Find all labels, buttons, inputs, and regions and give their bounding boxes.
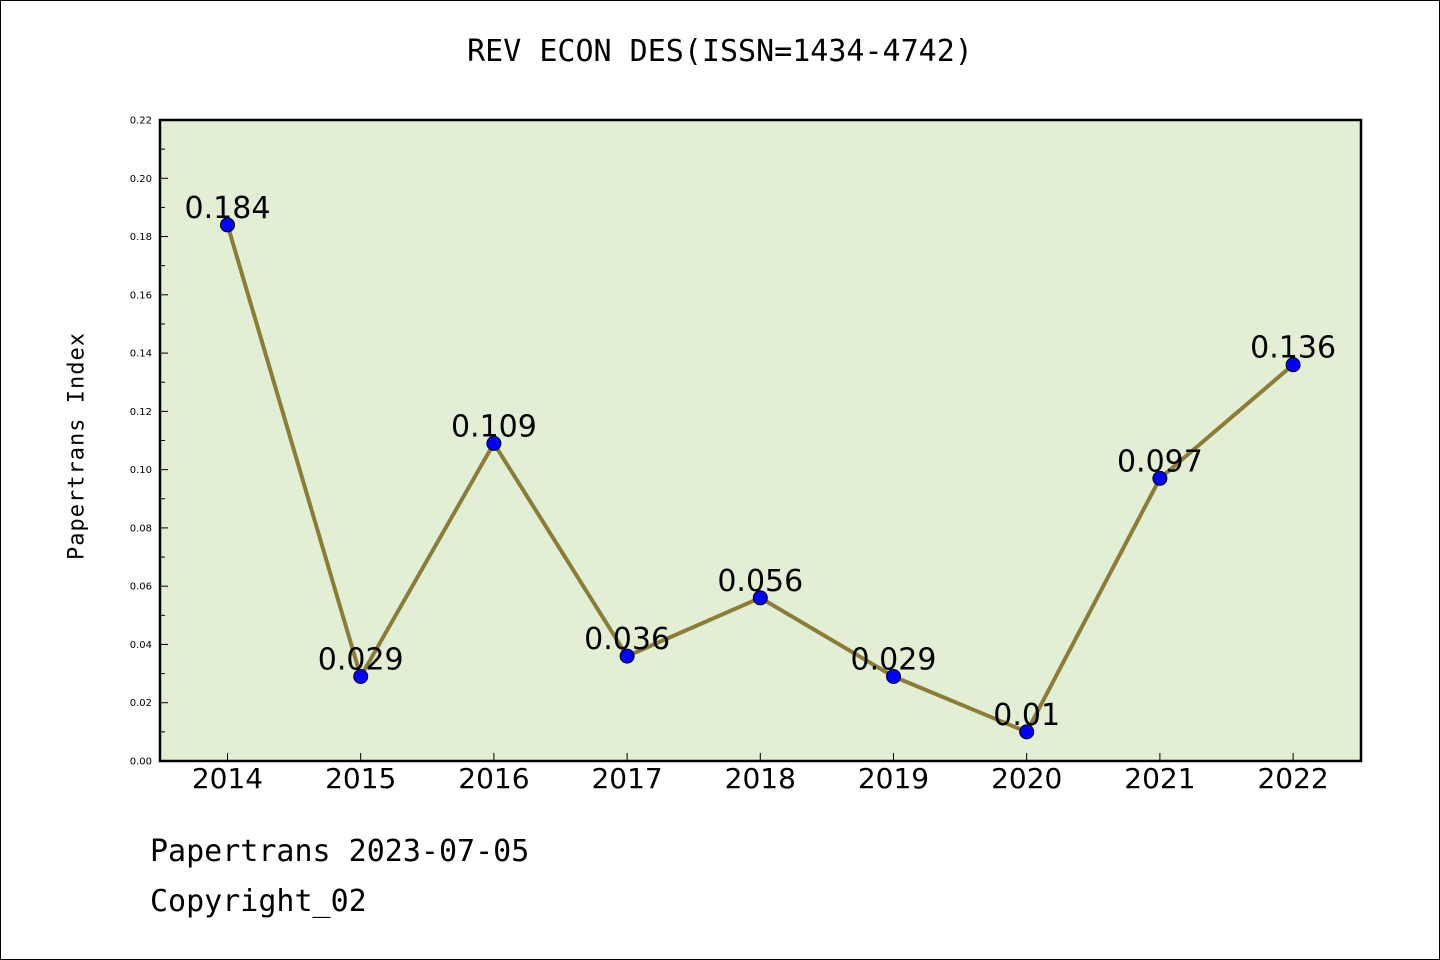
x-tick-label: 2019 — [858, 762, 929, 795]
data-point — [619, 648, 635, 664]
x-tick-label: 2016 — [458, 762, 529, 795]
data-point — [886, 669, 901, 685]
data-label: 0.036 — [584, 622, 670, 657]
x-tick-label: 2018 — [725, 762, 796, 795]
data-label: 0.109 — [451, 409, 537, 444]
data-label: 0.056 — [717, 564, 803, 599]
x-tick-label: 2015 — [325, 762, 396, 795]
footer-date: Papertrans 2023-07-05 — [150, 834, 530, 869]
x-tick-label: 2020 — [991, 762, 1062, 795]
data-label: 0.184 — [185, 191, 271, 226]
x-tick-label: 2021 — [1124, 762, 1195, 795]
y-tick-label: 0.12 — [130, 407, 152, 418]
series-markers — [220, 217, 1301, 740]
chart-title: REV ECON DES(ISSN=1434-4742) — [467, 34, 973, 69]
x-axis-ticks: 2014 2015 2016 2017 2018 2019 2020 2021 2022 — [192, 753, 1329, 795]
y-tick-label: 0.16 — [130, 290, 152, 301]
x-tick-label: 2014 — [192, 762, 263, 795]
y-tick-label: 0.20 — [130, 174, 152, 185]
data-point — [486, 435, 502, 451]
data-label: 0.01 — [993, 698, 1060, 733]
footer-copyright: Copyright_02 — [150, 884, 367, 919]
y-tick-label: 0.18 — [130, 232, 152, 243]
y-tick-label: 0.02 — [130, 698, 152, 709]
data-point — [353, 669, 369, 685]
y-tick-label: 0.04 — [130, 640, 152, 651]
y-tick-label: 0.06 — [130, 582, 152, 593]
data-point — [1152, 470, 1168, 486]
y-tick-label: 0.08 — [130, 523, 152, 534]
data-labels: 0.184 0.029 0.109 0.036 0.056 0.029 0.01 0.097 0… — [185, 191, 1336, 733]
data-point — [1019, 724, 1035, 740]
y-tick-label: 0.22 — [130, 116, 152, 127]
y-tick-label: 0.00 — [130, 757, 152, 768]
data-label: 0.029 — [318, 643, 404, 678]
y-tick-label: 0.10 — [130, 465, 152, 476]
plot-area — [160, 120, 1361, 761]
data-point — [220, 217, 235, 233]
data-label: 0.097 — [1117, 444, 1203, 479]
plot-border — [158, 118, 1363, 763]
data-point — [752, 590, 768, 606]
x-tick-label: 2022 — [1257, 762, 1328, 795]
x-tick-label: 2017 — [591, 762, 662, 795]
data-point — [1285, 357, 1301, 373]
y-tick-label: 0.14 — [130, 349, 152, 360]
data-label: 0.136 — [1250, 331, 1336, 366]
data-label: 0.029 — [851, 643, 937, 678]
